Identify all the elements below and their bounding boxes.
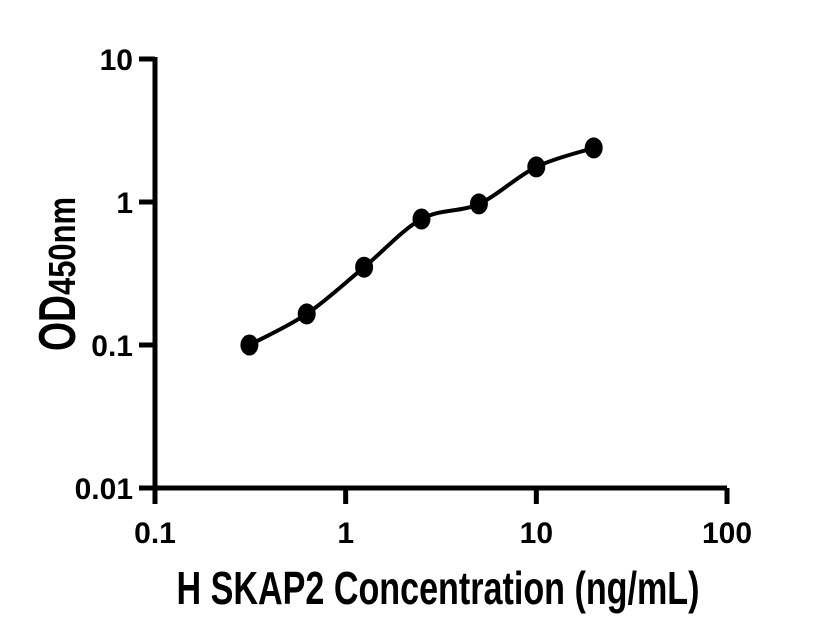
data-point [584,137,603,159]
y-axis-title-subscript: 450nm [42,197,84,295]
y-tick-label: 0.01 [75,473,133,506]
x-tick-label: 1 [337,517,354,550]
data-point [527,156,546,178]
y-axis-ticks [139,56,155,491]
x-axis-ticks [152,488,730,504]
data-series [240,137,603,356]
y-axis-tick-labels: 10 1 0.1 0.01 [75,44,133,506]
data-point [355,256,374,278]
x-axis-tick-labels: 0.1 1 10 100 [134,517,752,550]
data-point [297,303,316,325]
y-axis-title: OD450nm [29,197,87,351]
axes [152,57,727,491]
y-tick-label: 0.1 [91,330,133,363]
data-point [240,334,259,356]
data-point [469,193,488,215]
y-tick-label: 1 [116,187,133,220]
data-point [412,208,431,230]
x-tick-label: 100 [702,517,752,550]
x-axis-title: H SKAP2 Concentration (ng/mL) [177,562,700,614]
y-tick-label: 10 [100,44,133,77]
x-tick-label: 10 [520,517,553,550]
x-tick-label: 0.1 [134,517,176,550]
y-axis-title-main: OD [29,295,87,351]
